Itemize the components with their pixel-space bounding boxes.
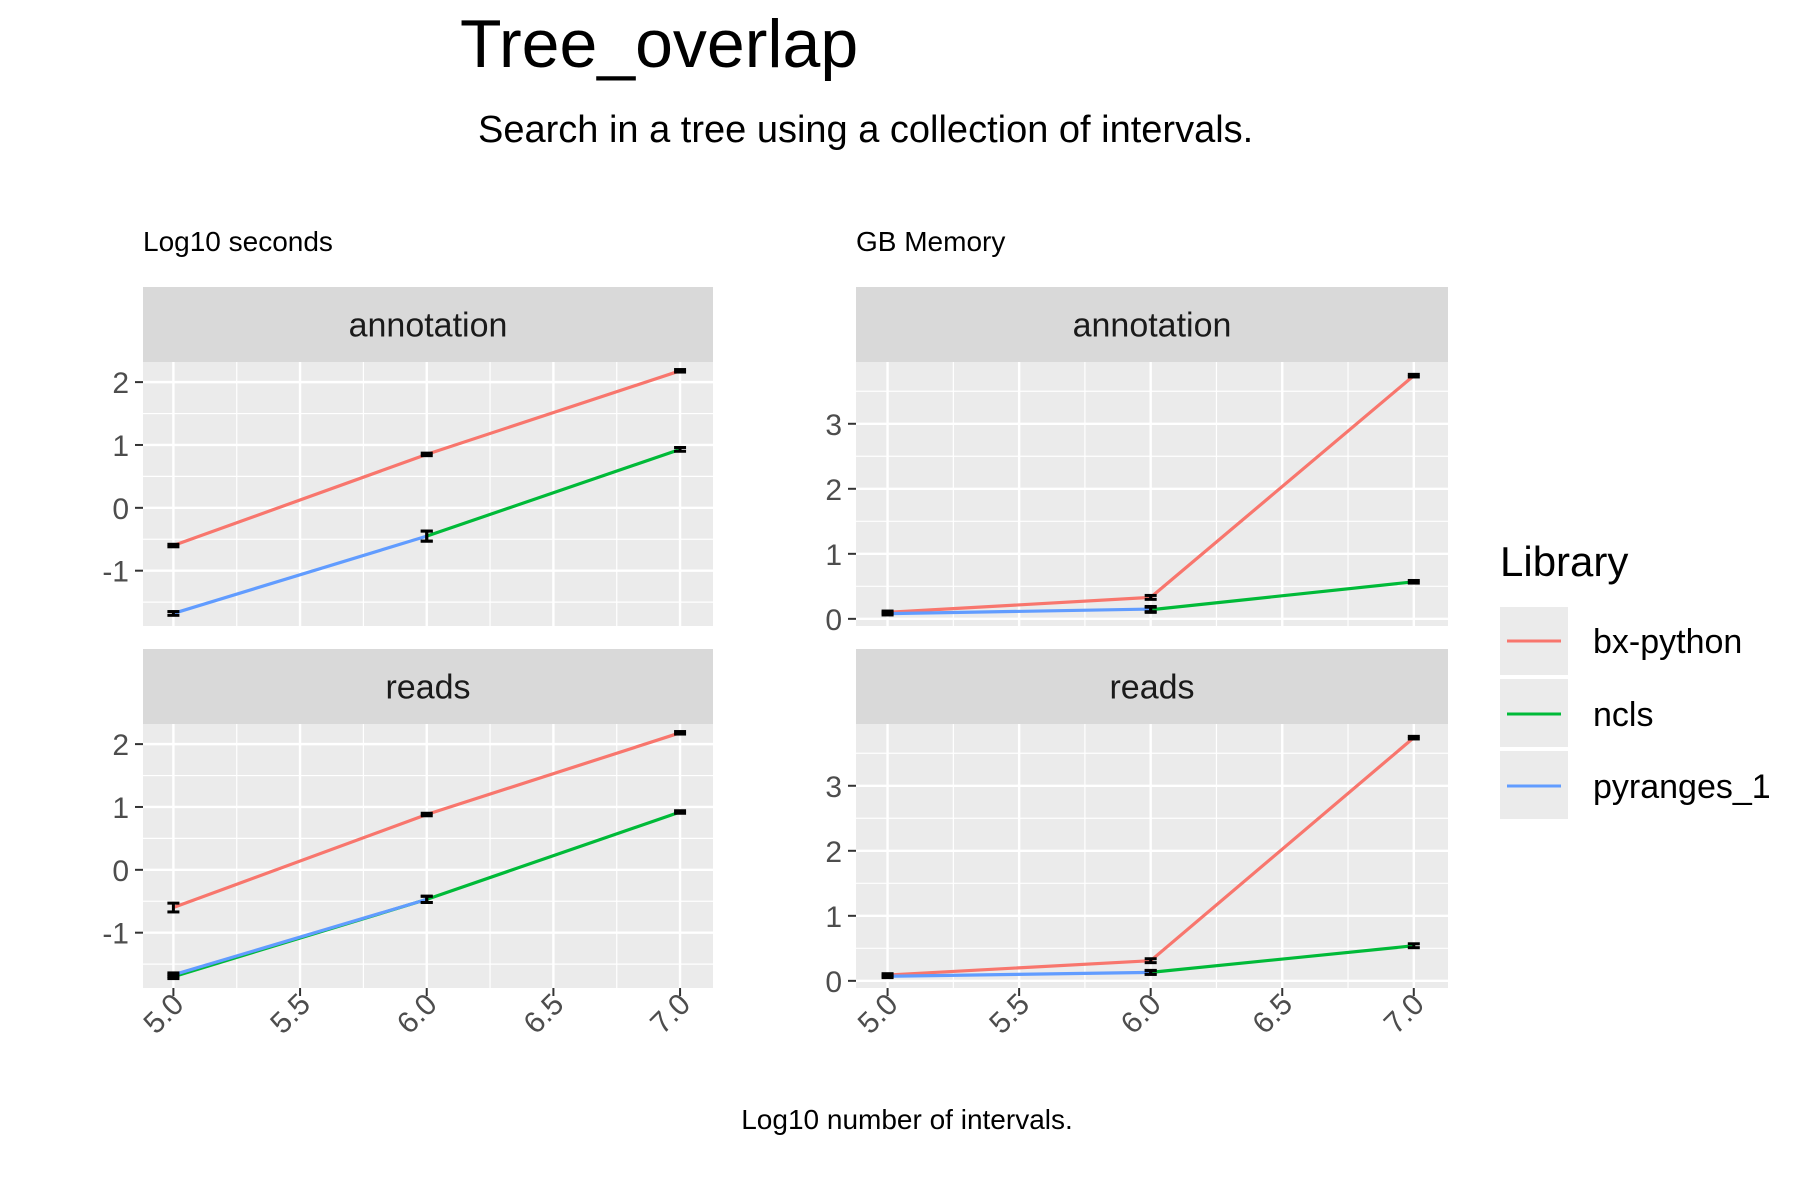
series-line-pyranges-1	[172, 897, 428, 977]
error-bar-bx-python	[1144, 593, 1157, 601]
legend-label-pyranges_1: pyranges_1	[1593, 768, 1771, 806]
panel-background	[856, 724, 1448, 988]
x-tick-label: 5.0	[852, 988, 905, 1041]
y-tick-label: 1	[825, 539, 842, 572]
error-bar-ncls	[1407, 578, 1420, 585]
series-line-pyranges-1	[887, 970, 1151, 978]
x-tick-label: 6.0	[1115, 988, 1168, 1041]
y-tick-label: 0	[825, 966, 842, 999]
y-tick-label: -1	[102, 556, 129, 589]
x-tick-label: 6.0	[391, 988, 444, 1041]
panel-log10-seconds-reads: reads 2 1 0 -1 5.0 5.5 6.0 6.5 7.0	[102, 649, 713, 1040]
y-tick-label: 0	[112, 855, 129, 888]
series-line-pyranges-1	[887, 607, 1151, 616]
series-line-ncls	[1150, 580, 1414, 612]
y-tick-label: 3	[825, 409, 842, 442]
error-bar-bx-python	[1144, 957, 1157, 965]
legend-item-pyranges_1: pyranges_1	[1500, 751, 1771, 819]
error-bar-pyranges-1	[420, 529, 433, 543]
series-line-pyranges-1	[172, 534, 428, 615]
error-bar-bx-python	[420, 811, 433, 818]
y-tick-label: 0	[825, 604, 842, 637]
panel-log10-seconds-annotation: Log10 seconds annotation 2 1 0 -1	[102, 226, 713, 626]
x-tick-label: 5.5	[983, 988, 1036, 1041]
series-line-ncls	[426, 447, 681, 538]
error-bar-pyranges-1	[881, 973, 894, 980]
y-tick-label: 2	[112, 367, 129, 400]
panel-gb-memory-annotation: GB Memory annotation 3 2 1 0	[825, 226, 1448, 637]
error-bar-ncls	[674, 809, 687, 815]
facet-strip-label: annotation	[349, 307, 508, 345]
panel-gb-memory-reads: reads 3 2 1 0 5.0 5.5 6.0 6.5 7.0	[825, 649, 1448, 1040]
series-line-ncls	[1150, 944, 1414, 974]
error-bar-pyranges-1	[167, 610, 180, 617]
panel-background	[143, 724, 713, 988]
facet-strip	[856, 649, 1448, 724]
error-bar-bx-python	[167, 901, 180, 914]
x-tick-label: 5.5	[264, 988, 317, 1041]
x-axis-label: Log10 number of intervals.	[741, 1104, 1073, 1135]
facet-strip-label: reads	[1109, 669, 1194, 707]
legend-title: Library	[1500, 538, 1628, 585]
error-bar-bx-python	[1407, 734, 1420, 741]
facet-strip-label: annotation	[1073, 307, 1232, 345]
x-tick-label: 5.0	[138, 988, 191, 1041]
error-bar-bx-python	[1407, 372, 1420, 379]
facet-strip	[143, 287, 713, 362]
y-tick-label: 1	[825, 901, 842, 934]
x-tick-label: 6.5	[518, 988, 571, 1041]
chart-subtitle: Search in a tree using a collection of i…	[478, 109, 1253, 151]
error-bar-bx-python	[420, 451, 433, 458]
error-bar-pyranges-1	[420, 894, 433, 905]
legend: Library bx-python ncls pyranges_1	[1500, 538, 1771, 819]
error-bar-ncls	[674, 445, 687, 453]
y-tick-label: -1	[102, 918, 129, 951]
facet-strip	[856, 287, 1448, 362]
error-bar-bx-python	[167, 542, 180, 549]
error-bar-pyranges-1	[1144, 604, 1157, 614]
legend-label-bx-python: bx-python	[1593, 623, 1742, 661]
y-tick-label: 2	[825, 474, 842, 507]
panel-background	[143, 362, 713, 626]
error-bar-pyranges-1	[1144, 968, 1157, 976]
error-bar-bx-python	[674, 368, 687, 374]
y-tick-label: 2	[825, 836, 842, 869]
error-bar-pyranges-1	[167, 971, 180, 979]
y-tick-label: 2	[112, 729, 129, 762]
y-tick-label: 1	[112, 792, 129, 825]
y-tick-label: 0	[112, 493, 129, 526]
x-tick-label: 7.0	[644, 988, 697, 1041]
error-bar-bx-python	[674, 730, 687, 736]
legend-label-ncls: ncls	[1593, 696, 1653, 734]
error-bar-pyranges-1	[881, 610, 894, 617]
legend-item-bx-python: bx-python	[1500, 607, 1742, 675]
y-tick-label: 1	[112, 430, 129, 463]
x-tick-label: 6.5	[1246, 988, 1299, 1041]
error-bar-ncls	[1407, 942, 1420, 950]
y-tick-label: 3	[825, 771, 842, 804]
column-title: GB Memory	[856, 226, 1005, 257]
column-title: Log10 seconds	[143, 226, 333, 257]
facet-strip	[143, 649, 713, 724]
legend-item-ncls: ncls	[1500, 679, 1653, 747]
x-tick-label: 7.0	[1378, 988, 1431, 1041]
facet-strip-label: reads	[385, 669, 470, 707]
chart-title: Tree_overlap	[460, 6, 858, 82]
panel-background	[856, 362, 1448, 626]
